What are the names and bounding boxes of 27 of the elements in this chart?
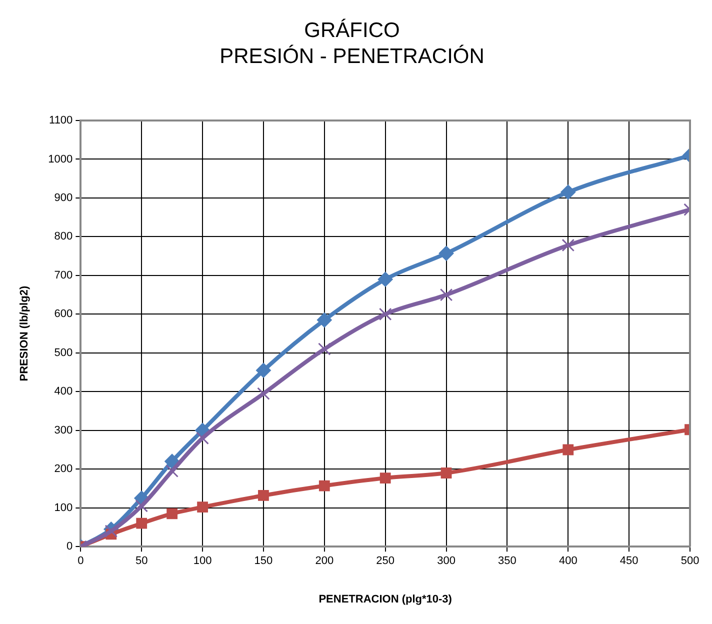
x-tick-label: 150: [254, 555, 273, 568]
x-tick-label: 0: [78, 555, 84, 568]
x-tick-label: 400: [558, 555, 578, 568]
y-tick-label: 300: [54, 424, 73, 436]
x-tick-label: 100: [193, 555, 212, 568]
y-tick-label: 100: [54, 502, 73, 514]
y-tick-label: 900: [54, 192, 73, 204]
y-tick-label: 600: [54, 308, 73, 320]
y-tick-label: 400: [54, 386, 73, 398]
x-tick-label: 300: [437, 555, 456, 568]
y-tick-label: 1100: [49, 114, 73, 127]
x-tick-label: 250: [376, 555, 395, 568]
text: PRESIÓN - PENETRACIÓN: [220, 45, 484, 68]
y-tick-label: 800: [54, 230, 73, 243]
y-axis-title: PRESION (lb/plg2): [18, 286, 31, 382]
x-tick-label: 500: [680, 555, 700, 568]
x-tick-label: 200: [315, 555, 334, 568]
y-tick-label: 200: [54, 463, 73, 476]
x-tick-label: 350: [498, 555, 516, 568]
y-tick-label: 1000: [48, 153, 73, 166]
x-tick-label: 450: [620, 555, 638, 568]
y-tick-label: 500: [54, 346, 73, 359]
y-tick-label: 0: [66, 540, 73, 553]
x-tick-label: 50: [135, 555, 148, 568]
x-axis-title: PENETRACION (plg*10-3): [318, 593, 452, 606]
y-tick-label: 700: [54, 269, 73, 282]
text: GRÁFICO: [304, 18, 400, 42]
